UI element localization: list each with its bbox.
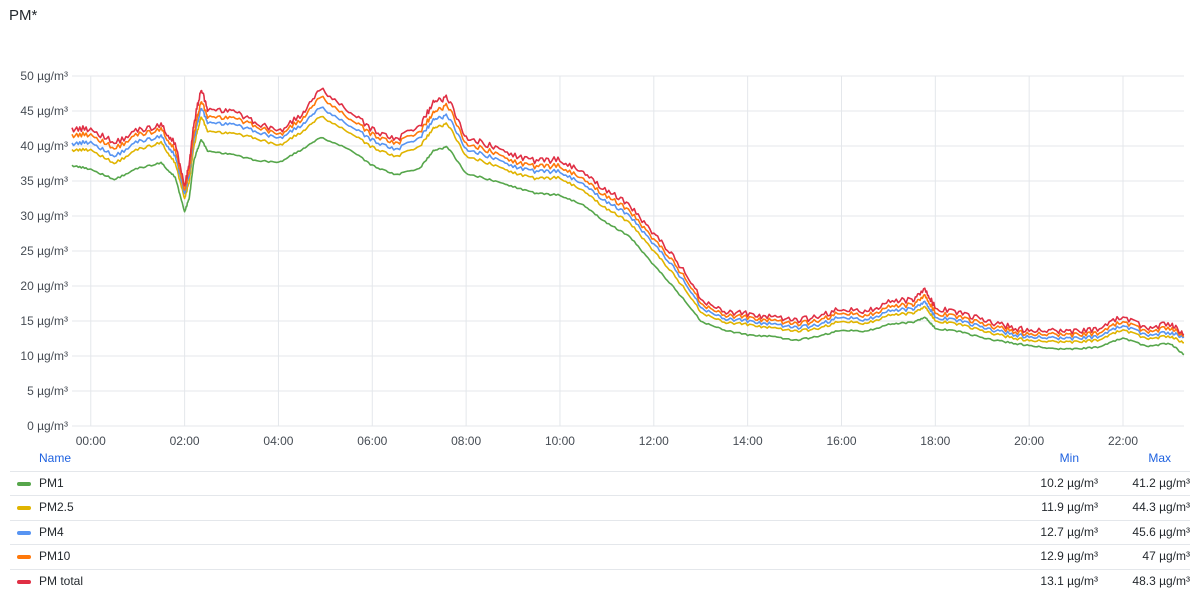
y-tick-label: 40 µg/m³ (20, 139, 68, 153)
legend-table: Name Min Max PM1 10.2 µg/m³ 41.2 µg/m³ PM2.… (10, 447, 1190, 593)
y-tick-label: 20 µg/m³ (20, 279, 68, 293)
y-tick-label: 10 µg/m³ (20, 349, 68, 363)
legend-row[interactable]: PM total 13.1 µg/m³ 48.3 µg/m³ (10, 568, 1190, 594)
x-tick-label: 00:00 (76, 434, 106, 445)
legend-swatch-icon (17, 530, 31, 535)
legend-min-value: 11.9 µg/m³ (1041, 500, 1098, 514)
chart-grid (72, 75, 1184, 427)
y-tick-label: 5 µg/m³ (27, 384, 68, 398)
x-tick-label: 04:00 (263, 434, 293, 445)
legend-header-max[interactable]: Max (1148, 451, 1171, 465)
x-tick-label: 18:00 (920, 434, 950, 445)
legend-max-value: 44.3 µg/m³ (1132, 500, 1190, 514)
legend-swatch-icon (17, 481, 31, 486)
legend-header-name[interactable]: Name (39, 451, 72, 465)
x-tick-label: 02:00 (170, 434, 200, 445)
x-axis: 00:00 02:00 04:00 06:00 08:00 10:00 12:00 14:00… (76, 434, 1139, 445)
legend-row[interactable]: PM1 10.2 µg/m³ 41.2 µg/m³ (10, 470, 1190, 496)
x-tick-label: 14:00 (733, 434, 763, 445)
x-tick-label: 20:00 (1014, 434, 1044, 445)
legend-min-value: 10.2 µg/m³ (1040, 475, 1098, 490)
x-tick-label: 22:00 (1108, 434, 1138, 445)
legend-row[interactable]: PM10 12.9 µg/m³ 47 µg/m³ (10, 544, 1190, 569)
legend-max-value: 41.2 µg/m³ (1132, 475, 1190, 490)
x-tick-label: 06:00 (357, 434, 387, 445)
legend-min-value: 12.9 µg/m³ (1040, 549, 1098, 563)
x-tick-label: 08:00 (451, 434, 481, 445)
legend-rows: PM1 10.2 µg/m³ 41.2 µg/m³ PM2.5 11.9 µg/m³ 44… (10, 470, 1190, 594)
x-tick-label: 16:00 (826, 434, 856, 445)
legend-series-name[interactable]: PM10 (39, 549, 71, 563)
legend-series-name[interactable]: PM1 (39, 475, 64, 490)
series-line-pm-total[interactable] (71, 87, 1185, 336)
y-tick-label: 30 µg/m³ (20, 209, 68, 223)
legend-max-value: 48.3 µg/m³ (1132, 573, 1190, 588)
legend-header-min[interactable]: Min (1059, 451, 1079, 465)
legend-max-value: 47 µg/m³ (1142, 549, 1190, 563)
series-lines (71, 87, 1185, 356)
legend-series-name[interactable]: PM2.5 (39, 500, 74, 514)
line-chart[interactable]: 0 µg/m³ 5 µg/m³ 10 µg/m³ 15 µg/m³ 20 µg/m³ 25… (0, 0, 1200, 445)
panel-title[interactable]: PM* (9, 7, 38, 24)
legend-swatch-icon (17, 579, 31, 584)
legend-row[interactable]: PM2.5 11.9 µg/m³ 44.3 µg/m³ (10, 495, 1190, 520)
y-tick-label: 0 µg/m³ (27, 419, 68, 433)
series-line-pm2-5[interactable] (71, 115, 1184, 344)
y-tick-label: 45 µg/m³ (20, 104, 68, 118)
y-tick-label: 35 µg/m³ (20, 174, 68, 188)
legend-header: Name Min Max (10, 447, 1190, 471)
legend-series-name[interactable]: PM4 (39, 524, 64, 539)
series-line-pm4[interactable] (71, 106, 1185, 341)
series-line-pm10[interactable] (71, 95, 1185, 338)
y-tick-label: 25 µg/m³ (20, 244, 68, 258)
y-tick-label: 15 µg/m³ (20, 314, 68, 328)
y-axis: 0 µg/m³ 5 µg/m³ 10 µg/m³ 15 µg/m³ 20 µg/m³ 25… (20, 69, 68, 433)
legend-row[interactable]: PM4 12.7 µg/m³ 45.6 µg/m³ (10, 519, 1190, 545)
legend-swatch-icon (17, 506, 31, 510)
y-tick-label: 50 µg/m³ (20, 69, 68, 83)
x-tick-label: 10:00 (545, 434, 575, 445)
legend-swatch-icon (17, 555, 31, 559)
legend-min-value: 13.1 µg/m³ (1040, 573, 1098, 588)
legend-series-name[interactable]: PM total (39, 573, 84, 588)
legend-min-value: 12.7 µg/m³ (1040, 524, 1098, 539)
x-tick-label: 12:00 (639, 434, 669, 445)
legend-max-value: 45.6 µg/m³ (1132, 524, 1190, 539)
series-line-pm1[interactable] (71, 136, 1185, 356)
